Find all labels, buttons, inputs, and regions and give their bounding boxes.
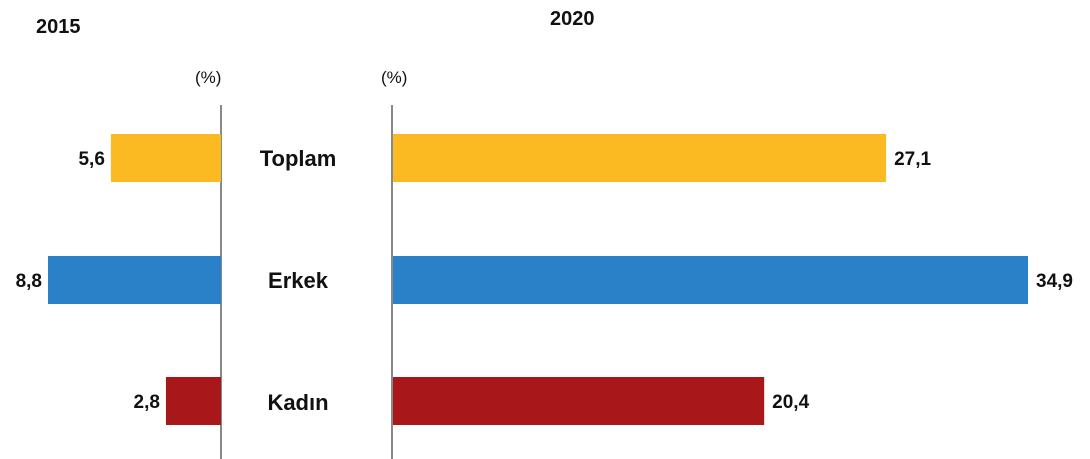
category-label-erkek: Erkek: [268, 268, 329, 293]
data-label-2015-toplam: 5,6: [78, 149, 104, 170]
data-label-2015-kadin: 2,8: [134, 392, 160, 413]
bar-2015-kadin: [165, 377, 221, 425]
left-unit-label: (%): [195, 68, 221, 87]
data-label-2020-erkek: 34,9: [1036, 271, 1073, 292]
right-chart-title: 2020: [550, 8, 595, 30]
bar-2020-erkek: [393, 256, 1028, 304]
category-label-toplam: Toplam: [260, 146, 337, 171]
bar-2020-kadin: [393, 377, 765, 425]
bars-group: 5,6 8,8 2,8 27,1 34,9 20,4: [16, 134, 1073, 425]
bar-2015-toplam: [110, 134, 221, 182]
data-label-2015-erkek: 8,8: [16, 271, 42, 292]
data-label-2020-toplam: 27,1: [894, 149, 931, 170]
left-chart-title: 2015: [36, 16, 81, 38]
bar-2020-toplam: [393, 134, 887, 182]
right-unit-label: (%): [381, 68, 407, 87]
data-label-2020-kadin: 20,4: [772, 392, 809, 413]
bar-2015-erkek: [48, 256, 221, 304]
category-label-kadin: Kadın: [267, 390, 328, 415]
